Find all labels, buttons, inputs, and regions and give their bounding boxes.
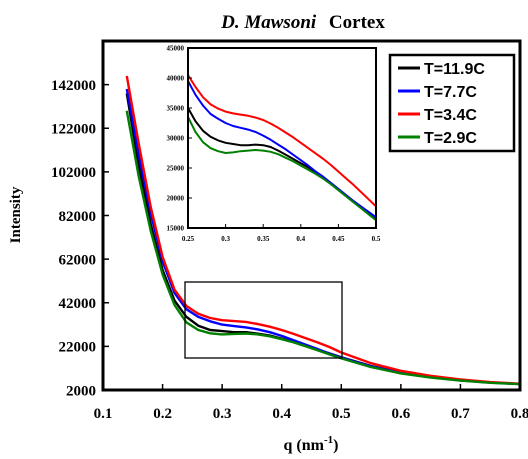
main-y-ticks: 2000 22000 42000 62000 82000 102000 122000 1420… [51,78,109,399]
inset-y-tick-label: 35000 [167,104,185,112]
inset-x-tick-label: 0.4 [296,235,305,243]
inset-series-t-2-9c [187,116,377,221]
inset-x-tick-label: 0.3 [221,235,230,243]
x-axis-label-close: ) [333,437,338,454]
y-axis-label: Intensity [8,186,24,243]
legend-items: T=11.9C T=7.7C T=3.4C T=2.9C [398,61,485,147]
main-x-tick-label: 0.6 [391,406,410,422]
main-y-tick-label: 122000 [51,122,96,138]
main-y-tick-label: 22000 [59,340,97,356]
main-x-tick-label: 0.5 [332,406,351,422]
main-x-tick-label: 0.7 [451,406,470,422]
main-plot-frame [101,39,522,392]
inset-series-t-3-4c [187,74,377,208]
main-series-group [125,75,521,386]
inset-y-tick-label: 30000 [167,134,185,142]
legend: T=11.9C T=7.7C T=3.4C T=2.9C [388,53,516,153]
inset-y-tick-label: 45000 [167,44,185,52]
chart-title-italic: D. Mawsoni [220,12,317,33]
x-axis-label-main: q (nm [284,437,325,454]
legend-label-t-7-7c: T=7.7C [424,84,477,101]
inset-background [188,48,376,228]
legend-box [388,53,516,153]
main-y-tick-label: 82000 [59,209,97,225]
inset-x-tick-label: 0.25 [182,235,195,243]
inset-y-tick-label: 25000 [167,164,185,172]
main-plot: 2000 22000 42000 62000 82000 102000 122000 1420… [51,39,528,422]
legend-label-t-3-4c: T=3.4C [424,107,477,124]
x-axis-label: q (nm-1) [284,434,339,454]
main-x-tick-label: 0.4 [272,406,291,422]
inset-x-tick-label: 0.5 [372,235,381,243]
legend-label-t-2-9c: T=2.9C [424,130,477,147]
x-axis-label-sup: -1 [324,434,333,446]
inset-series-group [187,74,377,221]
main-x-tick-label: 0.8 [511,406,528,422]
main-series-t-3-4c [125,75,521,385]
inset-y-tick-label: 15000 [167,224,185,232]
inset-plot: 15000 20000 25000 30000 35000 40000 45000 0.25… [167,44,381,243]
main-x-tick-label: 0.2 [153,406,172,422]
main-y-tick-label: 2000 [66,383,96,399]
inset-y-tick-label: 40000 [167,74,185,82]
main-x-tick-label: 0.3 [213,406,232,422]
main-y-tick-label: 62000 [59,252,97,268]
main-x-tick-label: 0.1 [94,406,113,422]
chart-title-rest: Cortex [329,12,385,33]
main-y-tick-label: 142000 [51,78,96,94]
inset-y-tick-label: 20000 [167,194,185,202]
main-y-tick-label: 102000 [51,165,96,181]
chart-title: D. Mawsoni Cortex [220,12,385,33]
inset-x-tick-label: 0.45 [332,235,345,243]
legend-label-t-11-9c: T=11.9C [424,61,485,78]
main-series-t-2-9c [125,110,521,386]
main-y-tick-label: 42000 [59,296,97,312]
inset-x-tick-label: 0.35 [257,235,270,243]
zoom-region-box [184,281,343,359]
inset-frame [187,47,377,229]
